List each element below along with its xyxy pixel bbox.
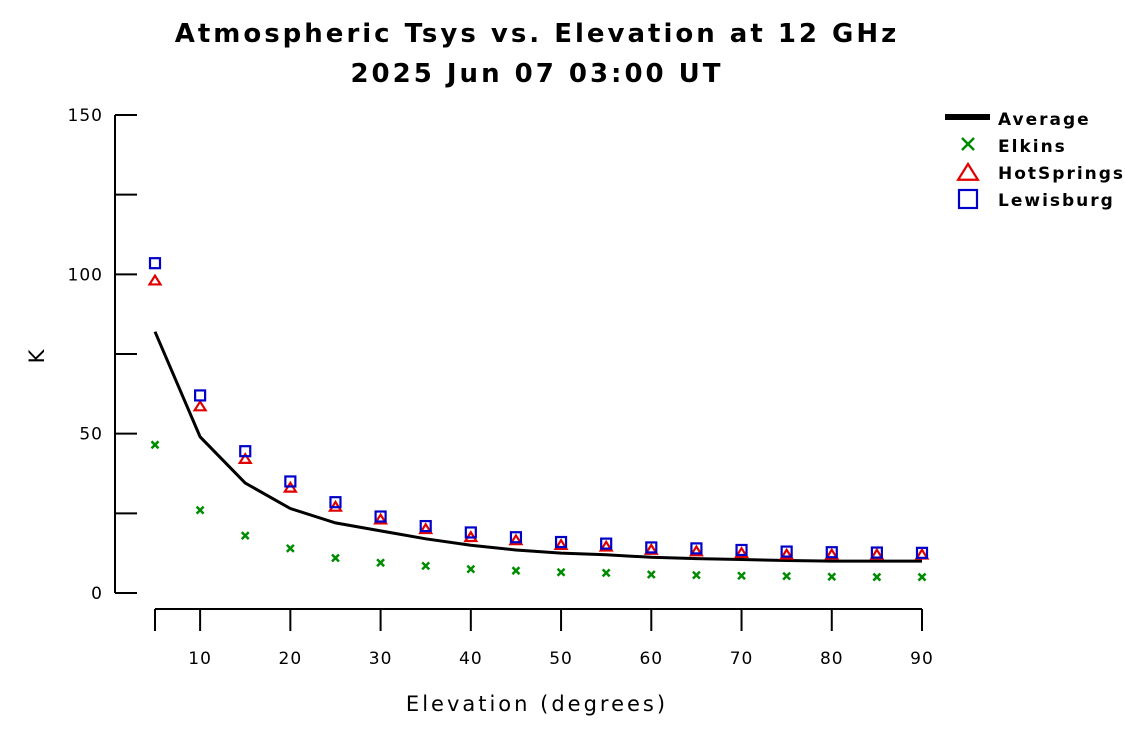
data-point-elkins xyxy=(285,544,295,553)
x-tick-label: 10 xyxy=(188,649,212,669)
data-point-hotsprings xyxy=(553,538,569,551)
x-tick-label: 30 xyxy=(369,649,393,669)
x-tick-label: 40 xyxy=(459,649,483,669)
data-point-elkins xyxy=(331,553,340,563)
y-tick-label: 150 xyxy=(68,106,103,126)
legend-label: Elkins xyxy=(998,137,1067,157)
legend-label: HotSprings xyxy=(998,164,1125,184)
data-point-elkins xyxy=(195,505,205,515)
chart-subtitle: 2025 Jun 07 03:00 UT xyxy=(350,59,723,89)
data-point-lewisburg xyxy=(419,519,432,533)
data-point-lewisburg xyxy=(284,475,297,488)
data-point-lewisburg xyxy=(554,535,568,549)
data-point-elkins xyxy=(646,570,656,579)
x-tick-label: 50 xyxy=(549,649,573,669)
data-point-lewisburg xyxy=(329,496,342,509)
data-point-elkins xyxy=(782,571,792,581)
y-axis-label: K xyxy=(25,347,49,364)
x-tick-label: 90 xyxy=(910,649,934,669)
data-point-lewisburg xyxy=(870,546,883,559)
data-point-lewisburg xyxy=(825,546,838,559)
data-point-lewisburg xyxy=(735,543,748,557)
data-point-lewisburg xyxy=(690,542,703,555)
data-point-elkins xyxy=(511,566,521,576)
plot-area xyxy=(147,257,930,582)
data-point-elkins xyxy=(556,567,566,577)
data-point-elkins xyxy=(150,440,160,450)
data-point-hotsprings xyxy=(779,547,795,560)
series-line-average xyxy=(153,331,922,563)
data-point-hotsprings xyxy=(237,452,253,465)
data-point-elkins xyxy=(692,570,701,580)
legend-item-hotsprings: HotSprings xyxy=(956,161,1125,184)
chart-title: Atmospheric Tsys vs. Elevation at 12 GHz xyxy=(175,19,900,49)
x-axis: 10 20 30 40 50 60 70 80 90 xyxy=(154,608,934,669)
data-point-lewisburg xyxy=(600,537,613,550)
data-point-hotsprings xyxy=(643,542,659,555)
data-point-lewisburg xyxy=(645,541,658,554)
data-point-lewisburg xyxy=(915,546,929,559)
data-point-hotsprings xyxy=(373,512,389,525)
y-axis: 0 50 100 150 xyxy=(68,106,137,604)
x-axis-label: Elevation (degrees) xyxy=(406,692,668,716)
data-point-elkins xyxy=(466,564,476,574)
data-point-lewisburg xyxy=(374,510,387,523)
data-point-hotsprings xyxy=(688,544,704,557)
data-point-elkins xyxy=(737,571,746,581)
data-point-hotsprings xyxy=(508,533,524,546)
x-tick-label: 60 xyxy=(639,649,663,669)
series-hotsprings xyxy=(147,273,930,560)
data-point-hotsprings xyxy=(598,539,614,552)
legend-item-elkins: Elkins xyxy=(961,137,1067,157)
legend-label: Average xyxy=(998,110,1091,130)
legend-swatch xyxy=(961,137,975,151)
legend-label: Lewisburg xyxy=(998,191,1115,211)
y-tick-label: 50 xyxy=(79,425,103,445)
data-point-hotsprings xyxy=(147,273,163,286)
data-point-lewisburg xyxy=(780,545,793,558)
data-point-lewisburg xyxy=(148,257,162,270)
y-tick-label: 0 xyxy=(91,584,103,604)
data-point-hotsprings xyxy=(192,399,208,412)
x-tick-label: 70 xyxy=(730,649,754,669)
legend-swatch xyxy=(956,161,980,181)
data-point-elkins xyxy=(827,572,837,582)
data-point-elkins xyxy=(601,568,611,578)
data-point-hotsprings xyxy=(734,546,750,559)
data-point-elkins xyxy=(917,572,927,582)
series-lewisburg xyxy=(148,257,929,559)
data-point-elkins xyxy=(872,572,882,582)
data-point-hotsprings xyxy=(418,522,434,535)
legend-item-lewisburg: Lewisburg xyxy=(957,188,1115,211)
data-point-lewisburg xyxy=(239,445,252,458)
legend-swatch xyxy=(957,188,979,210)
data-point-elkins xyxy=(421,561,431,571)
series-elkins xyxy=(150,440,927,582)
data-point-lewisburg xyxy=(509,531,523,544)
x-tick-label: 20 xyxy=(279,649,303,669)
legend: Average Elkins HotSprings Lewisburg xyxy=(945,110,1125,211)
data-point-elkins xyxy=(240,531,250,541)
series-average xyxy=(153,331,922,563)
y-tick-label: 100 xyxy=(68,265,103,285)
data-point-elkins xyxy=(376,558,385,568)
data-point-lewisburg xyxy=(194,389,207,402)
x-tick-label: 80 xyxy=(820,649,844,669)
legend-item-average: Average xyxy=(945,110,1091,130)
data-point-lewisburg xyxy=(464,526,477,539)
data-point-hotsprings xyxy=(824,547,840,560)
